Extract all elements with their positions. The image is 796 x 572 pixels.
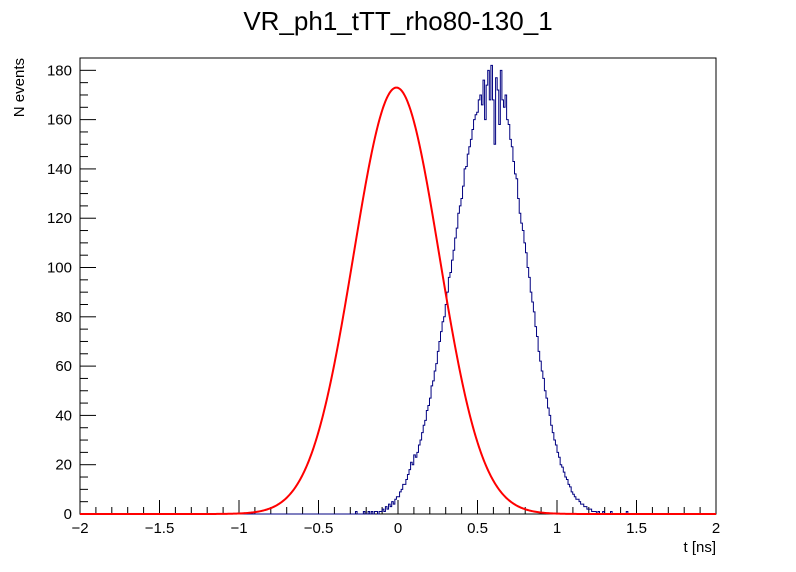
x-tick-label: 0 <box>394 520 402 537</box>
gaussian-fit-line <box>80 86 716 515</box>
y-tick-label: 140 <box>47 161 72 178</box>
chart-title: VR_ph1_tTT_rho80-130_1 <box>243 6 552 36</box>
y-tick-label: 120 <box>47 210 72 227</box>
x-tick-label: 1.5 <box>626 520 647 537</box>
x-tick-label: −1 <box>230 520 247 537</box>
y-tick-label: 100 <box>47 260 72 277</box>
y-tick-label: 180 <box>47 62 72 79</box>
y-tick-label: 160 <box>47 112 72 129</box>
y-tick-label: 80 <box>55 309 72 326</box>
x-tick-label: 2 <box>712 520 720 537</box>
x-tick-label: −1.5 <box>145 520 175 537</box>
y-tick-label: 40 <box>55 407 72 424</box>
x-tick-label: 0.5 <box>467 520 488 537</box>
y-axis: 0 20 40 60 80 100 120 140 160 180 <box>47 57 96 523</box>
y-axis-label: N events <box>11 58 28 117</box>
x-tick-label: 1 <box>553 520 561 537</box>
y-tick-label: 20 <box>55 457 72 474</box>
x-tick-label: −0.5 <box>304 520 334 537</box>
y-tick-label: 0 <box>64 506 72 523</box>
y-tick-label: 60 <box>55 358 72 375</box>
x-tick-label: −2 <box>71 520 88 537</box>
x-axis-label: t [ns] <box>683 539 716 556</box>
x-axis: −2 −1.5 −1 −0.5 0 0.5 1 1.5 2 <box>71 500 720 537</box>
